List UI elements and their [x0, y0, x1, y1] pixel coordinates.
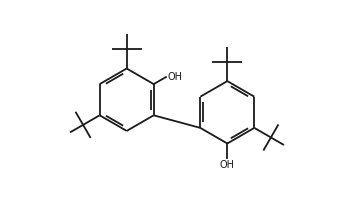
Text: OH: OH [220, 160, 235, 170]
Text: OH: OH [168, 72, 183, 82]
